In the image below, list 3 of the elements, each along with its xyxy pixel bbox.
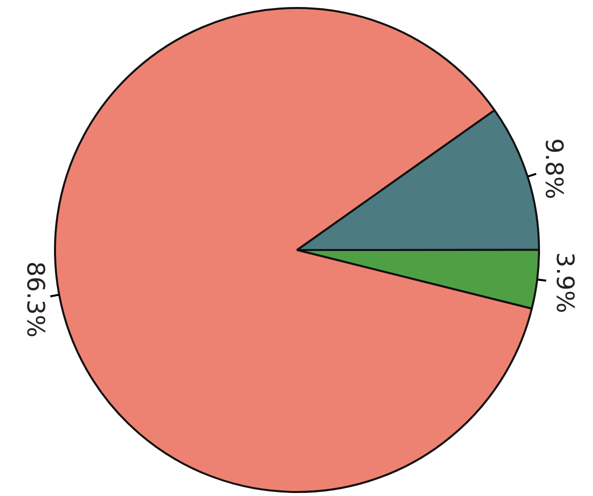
data-label: 9.8% — [540, 138, 568, 200]
data-label: 3.9% — [550, 252, 579, 314]
data-label: 86.3% — [21, 261, 50, 338]
